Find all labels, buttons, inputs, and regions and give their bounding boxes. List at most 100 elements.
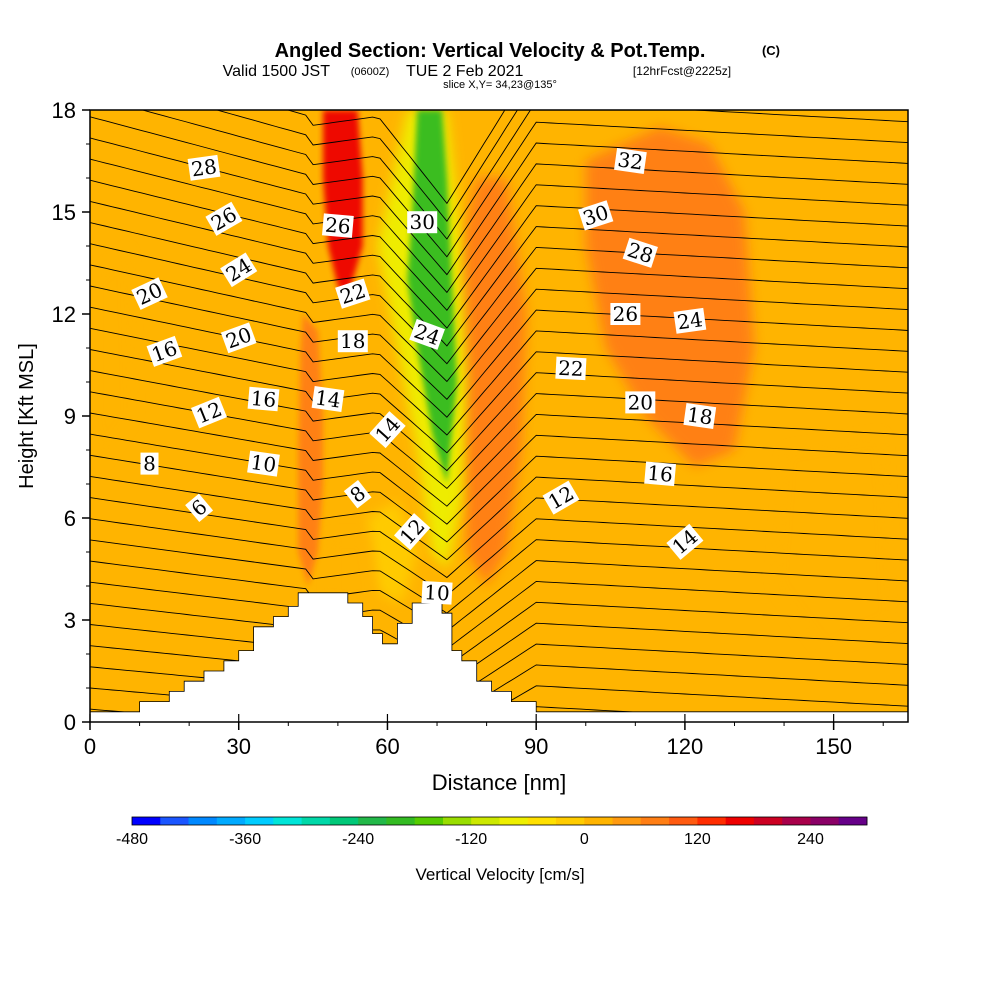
colorbar-swatch	[471, 817, 500, 825]
velocity-region-downdraft-core	[407, 110, 457, 484]
colorbar-swatch	[753, 817, 783, 825]
contour-label-text: 20	[628, 390, 653, 414]
x-tick-label: 0	[84, 734, 96, 759]
contour-label-text: 28	[190, 154, 219, 181]
y-tick-label: 15	[52, 200, 76, 225]
velocity-region-light-3	[90, 246, 135, 467]
isentrope-line	[90, 539, 908, 614]
contour-label: 18	[683, 402, 717, 430]
colorbar-swatch	[414, 817, 444, 825]
isentrope-line	[90, 116, 908, 258]
contour-label-text: 18	[340, 329, 365, 353]
colorbar-tick-label: -480	[116, 831, 148, 848]
colorbar-swatch	[188, 817, 218, 825]
isentrope-line	[90, 560, 908, 632]
contour-label-box	[683, 403, 717, 429]
isentrope-line	[141, 110, 908, 240]
contour-label-box	[622, 237, 658, 268]
valid-time: Valid 1500 JST	[223, 63, 331, 80]
contour-label-box	[247, 450, 280, 477]
isentrope-line	[90, 349, 908, 454]
contour-label-box	[625, 391, 656, 414]
colorbar-swatch	[725, 817, 755, 825]
colorbar-swatch	[273, 817, 302, 825]
contour-label-box	[247, 386, 280, 412]
isentrope-line	[90, 412, 908, 507]
colorbar-swatch	[499, 817, 529, 825]
contour-label-box	[205, 201, 243, 236]
isentrope-line	[215, 110, 518, 222]
colorbar-tick-label: -240	[342, 831, 374, 848]
contour-label-box	[542, 480, 580, 515]
contour-label: 28	[187, 154, 221, 181]
contour-label: 24	[673, 307, 707, 334]
velocity-region-light-2	[774, 433, 894, 654]
contour-label-box	[369, 411, 406, 449]
contour-label-box	[311, 386, 345, 412]
colorbar-swatch	[160, 817, 189, 825]
contour-label-box	[220, 252, 258, 288]
contour-label-text: 32	[616, 147, 645, 174]
terrain-layer	[90, 592, 908, 722]
contour-label-box	[190, 396, 228, 429]
contour-label-box	[614, 148, 647, 174]
isentrope-line	[90, 264, 908, 383]
contour-label: 14	[311, 385, 345, 413]
valid-utc: (0600Z)	[351, 66, 390, 78]
contour-label: 16	[247, 386, 280, 412]
contour-label-box	[421, 581, 453, 605]
contour-label-text: 18	[686, 402, 715, 429]
y-axis-label: Height [Kft MSL]	[16, 343, 38, 489]
contour-label-box	[343, 479, 372, 509]
contour-label-text: 10	[249, 450, 278, 477]
forecast-info: [12hrFcst@2225z]	[633, 64, 731, 78]
isentrope-line	[286, 110, 506, 205]
isentrope-line	[90, 475, 908, 561]
terrain-profile	[90, 592, 908, 722]
contour-label: 16	[644, 461, 677, 487]
contour-label-box	[610, 303, 641, 325]
colorbar-tick-label: -120	[455, 831, 487, 848]
contour-label: 32	[614, 147, 647, 175]
valid-date: TUE 2 Feb 2021	[406, 63, 524, 80]
isentrope-line	[90, 327, 908, 436]
contour-label-text: 14	[314, 385, 343, 412]
colorbar-swatch	[697, 817, 727, 825]
contour-label-text: 8	[143, 452, 156, 476]
isentrope-line	[90, 580, 908, 650]
contour-label-box	[409, 318, 445, 350]
colorbar-label: Vertical Velocity [cm/s]	[415, 865, 584, 884]
contour-label-box	[673, 307, 707, 334]
colorbar-swatch	[527, 817, 557, 825]
contour-label-box	[555, 356, 587, 381]
y-tick-label: 6	[64, 506, 76, 531]
y-tick-label: 0	[64, 710, 76, 735]
colorbar-swatch	[782, 817, 811, 825]
y-tick-label: 9	[64, 404, 76, 429]
contour-label-text: 22	[558, 356, 585, 381]
velocity-region-updraft-core-high	[323, 110, 363, 297]
chart-title-tag: (C)	[762, 43, 780, 58]
contour-label-text: 26	[613, 302, 638, 326]
contour-label: 22	[555, 356, 587, 381]
contour-label-box	[337, 330, 368, 353]
isentrope-line	[90, 622, 908, 685]
isentrope-line	[90, 370, 908, 472]
isentrope-line	[90, 497, 908, 579]
colorbar-swatch	[245, 817, 274, 825]
colorbar-swatch	[810, 817, 840, 825]
contour-label-box	[321, 213, 354, 238]
y-tick-label: 18	[52, 98, 76, 123]
contour-label-box	[407, 211, 438, 234]
isentrope-line	[90, 285, 908, 400]
contour-label-box	[644, 461, 677, 487]
isentrope-line	[90, 137, 908, 276]
contour-label-text: 24	[676, 307, 705, 334]
colorbar-swatch	[669, 817, 698, 825]
contour-label-box	[146, 335, 183, 367]
contour-label: 18	[337, 329, 368, 353]
colorbar-swatch	[443, 817, 472, 825]
contour-label: 20	[625, 390, 656, 414]
slice-info: slice X,Y= 34,23@135°	[443, 79, 557, 91]
